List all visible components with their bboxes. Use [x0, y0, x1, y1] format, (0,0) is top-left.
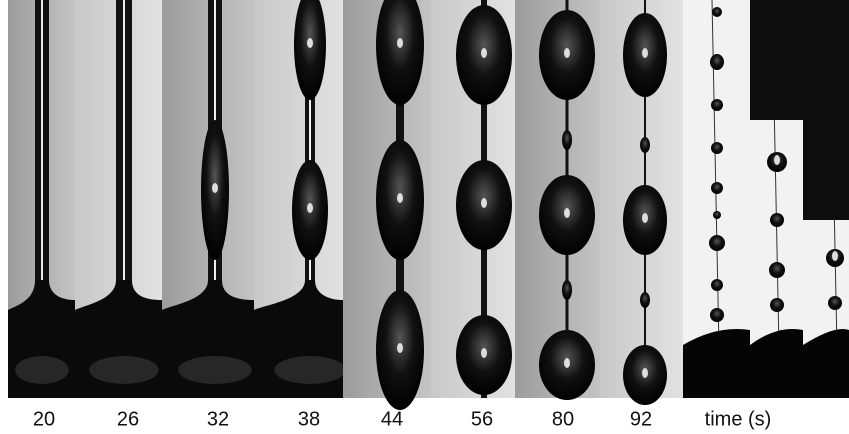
droplet [640, 137, 650, 153]
droplet-glint [564, 358, 570, 368]
droplet [711, 182, 723, 194]
droplet-glint [307, 38, 313, 48]
time-label: 20 [33, 408, 55, 430]
droplet-glint [642, 48, 648, 58]
droplet [710, 54, 724, 70]
dark-insert [803, 120, 849, 220]
droplet [710, 308, 724, 322]
droplet [711, 279, 723, 291]
droplet-glint [397, 343, 403, 353]
droplet [770, 213, 784, 227]
droplet [712, 7, 722, 17]
time-label: 44 [381, 408, 403, 430]
time-label: 56 [471, 408, 493, 430]
droplet [713, 211, 721, 219]
droplet-glint [642, 368, 648, 378]
droplet [711, 142, 723, 154]
axis-label: time (s) [705, 408, 772, 430]
droplet-glint [481, 348, 487, 358]
droplet-glint [774, 155, 780, 165]
droplet-glint [832, 251, 838, 261]
time-label: 92 [630, 408, 652, 430]
highlight [41, 0, 43, 285]
base-glare [178, 356, 252, 384]
droplet [711, 99, 723, 111]
highlight [123, 0, 125, 285]
droplet-glint [212, 183, 218, 193]
droplet [562, 130, 572, 150]
droplet [769, 262, 785, 278]
base-glare [274, 356, 345, 384]
droplet [770, 298, 784, 312]
time-label: 38 [298, 408, 320, 430]
droplet [640, 292, 650, 308]
droplet-glint [307, 203, 313, 213]
droplet-glint [397, 193, 403, 203]
droplet [709, 235, 725, 251]
time-label: 80 [552, 408, 574, 430]
time-label: 26 [117, 408, 139, 430]
base-glare [15, 356, 69, 384]
time-label: 32 [207, 408, 229, 430]
droplet [562, 280, 572, 300]
droplet-glint [642, 213, 648, 223]
droplet-glint [397, 38, 403, 48]
figure: 20 26 32 38 44 56 80 92 time (s) [0, 0, 849, 434]
base-glare [89, 356, 159, 384]
droplet-glint [564, 208, 570, 218]
droplet [828, 296, 842, 310]
droplet-glint [481, 48, 487, 58]
droplet-glint [481, 198, 487, 208]
droplet-glint [564, 48, 570, 58]
dark-insert [750, 0, 849, 120]
